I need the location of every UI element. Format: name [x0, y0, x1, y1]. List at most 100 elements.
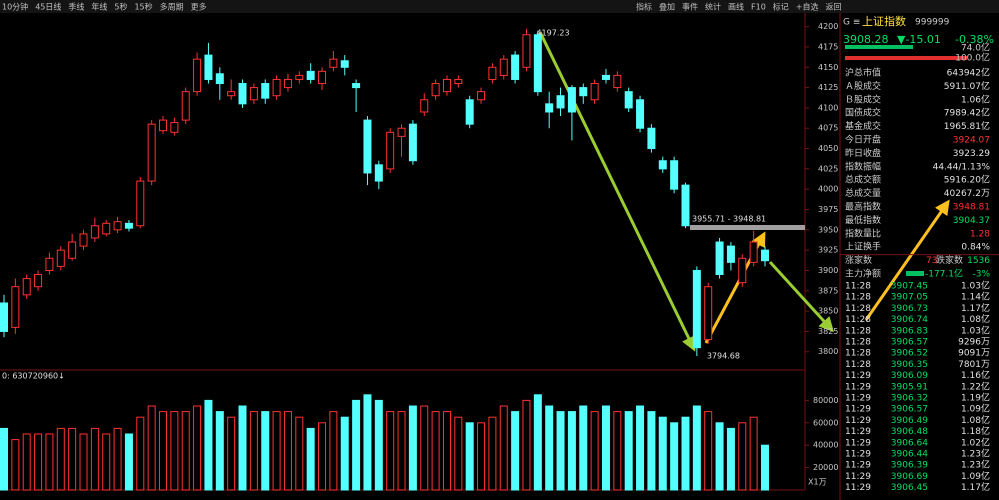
stat-label: 沪总市值 — [845, 67, 881, 79]
stat-value: 7989.42亿 — [944, 107, 990, 119]
y-tick-label: 4000 — [818, 185, 838, 194]
stat-label: 最低指数 — [845, 214, 881, 226]
y-tick-label: 4150 — [818, 63, 838, 72]
toolbar-button[interactable]: 叠加 — [659, 2, 675, 12]
candle-body — [511, 54, 520, 80]
volume-bar — [34, 433, 43, 491]
volume-bar — [261, 411, 270, 491]
volume-bar — [159, 411, 168, 491]
candle-body — [522, 34, 531, 68]
candle-body — [170, 122, 179, 133]
stat-label: 指数振幅 — [845, 160, 881, 172]
tick-volume: 7801万 — [958, 360, 990, 370]
volume-bar — [726, 427, 735, 491]
index-name: 上证指数 — [862, 14, 906, 28]
volume-bar — [340, 416, 349, 491]
tick-time: 11:28 — [845, 282, 871, 292]
y-tick-label: 3825 — [818, 327, 838, 336]
volume-bar — [465, 422, 474, 491]
tick-price: 3906.49 — [891, 416, 928, 426]
candle-body — [658, 160, 667, 170]
y-tick-label: 4050 — [818, 144, 838, 153]
tick-price: 3906.44 — [891, 450, 928, 460]
stat-value: 3923.29 — [953, 149, 990, 159]
breadth-value: 73 — [926, 256, 937, 266]
volume-bar — [204, 399, 213, 491]
candle-body — [499, 58, 508, 76]
volume-bar — [590, 411, 599, 491]
toolbar-button[interactable]: 事件 — [682, 2, 698, 12]
candle-body — [215, 73, 224, 85]
toolbar-button[interactable]: 返回 — [825, 3, 841, 12]
toolbar-button[interactable]: 统计 — [705, 2, 721, 12]
tick-volume: 1.16亿 — [961, 369, 990, 381]
candle-body — [22, 278, 31, 296]
candle-body — [34, 274, 43, 288]
candle-body — [159, 119, 168, 132]
stat-value: 3924.07 — [953, 136, 990, 146]
toolbar-button[interactable]: F10 — [751, 3, 766, 12]
candle-body — [567, 87, 576, 113]
candle-body — [692, 269, 701, 349]
volume-bar — [420, 405, 429, 491]
change: ▼-15.01 — [897, 33, 941, 46]
tick-price: 3906.64 — [891, 438, 928, 448]
tick-price: 3906.32 — [891, 394, 928, 404]
volume-bar — [454, 416, 463, 491]
icon: G ≡ — [843, 18, 860, 28]
candle-body — [261, 83, 270, 99]
volume-bar — [68, 427, 77, 491]
candle-body — [204, 54, 213, 80]
volume-bar — [397, 411, 406, 491]
net-pct: -3% — [972, 270, 990, 280]
volume-bar — [11, 439, 20, 491]
volume-bar — [329, 411, 338, 491]
volume-bar — [647, 411, 656, 491]
tick-time: 11:29 — [845, 438, 871, 448]
tick-time: 11:28 — [845, 304, 871, 314]
volume-bar — [556, 411, 565, 491]
stat-label: 指数量比 — [845, 227, 881, 239]
volume-bar — [352, 399, 361, 491]
stat-value: 44.44/1.13% — [933, 162, 991, 172]
y-tick-label: 3875 — [818, 286, 838, 295]
toolbar-item: 年线 — [91, 2, 107, 12]
volume-bar — [227, 416, 236, 491]
stat-value: 5911.07亿 — [944, 80, 990, 92]
toolbar-button[interactable]: 指标 — [636, 2, 652, 12]
toolbar-button[interactable]: 画线 — [728, 2, 744, 12]
stat-value: 40267.2万 — [944, 189, 990, 199]
tick-volume: 1.14亿 — [961, 291, 990, 303]
candle-body — [147, 123, 156, 182]
volume-bar — [113, 427, 122, 491]
tick-price: 3906.48 — [891, 427, 928, 437]
stat-value: 643942亿 — [947, 67, 990, 79]
volume-bar — [102, 433, 111, 491]
tick-price: 3906.74 — [891, 315, 928, 325]
stat-label: 上证换手 — [845, 241, 881, 253]
tick-price: 3907.45 — [891, 282, 928, 292]
candle-body — [102, 222, 111, 235]
y-tick-label: 40000 — [813, 441, 838, 450]
volume-bar — [147, 405, 156, 491]
stat-label: Ａ股成交 — [845, 80, 881, 92]
candle-body — [295, 74, 304, 80]
arrow — [538, 31, 696, 352]
tick-time: 11:29 — [845, 382, 871, 392]
volume-bar — [306, 427, 315, 491]
candle-body — [249, 87, 258, 101]
toolbar-button[interactable]: 标记 — [773, 2, 789, 12]
toolbar — [0, 0, 999, 13]
toolbar-button[interactable]: +自选 — [796, 2, 819, 12]
volume-unit: X1万 — [808, 478, 827, 487]
stat-value: 3948.81 — [953, 203, 990, 213]
tick-volume: 1.09亿 — [961, 470, 990, 482]
y-tick-label: 4200 — [818, 22, 838, 31]
y-tick-label: 3850 — [818, 307, 838, 316]
candle-body — [113, 221, 122, 231]
y-tick-label: 4100 — [818, 103, 838, 112]
volume-bar — [45, 433, 54, 491]
y-tick-label: 80000 — [813, 396, 838, 405]
volume-bar — [363, 394, 372, 491]
tick-volume: 9091万 — [958, 349, 990, 359]
